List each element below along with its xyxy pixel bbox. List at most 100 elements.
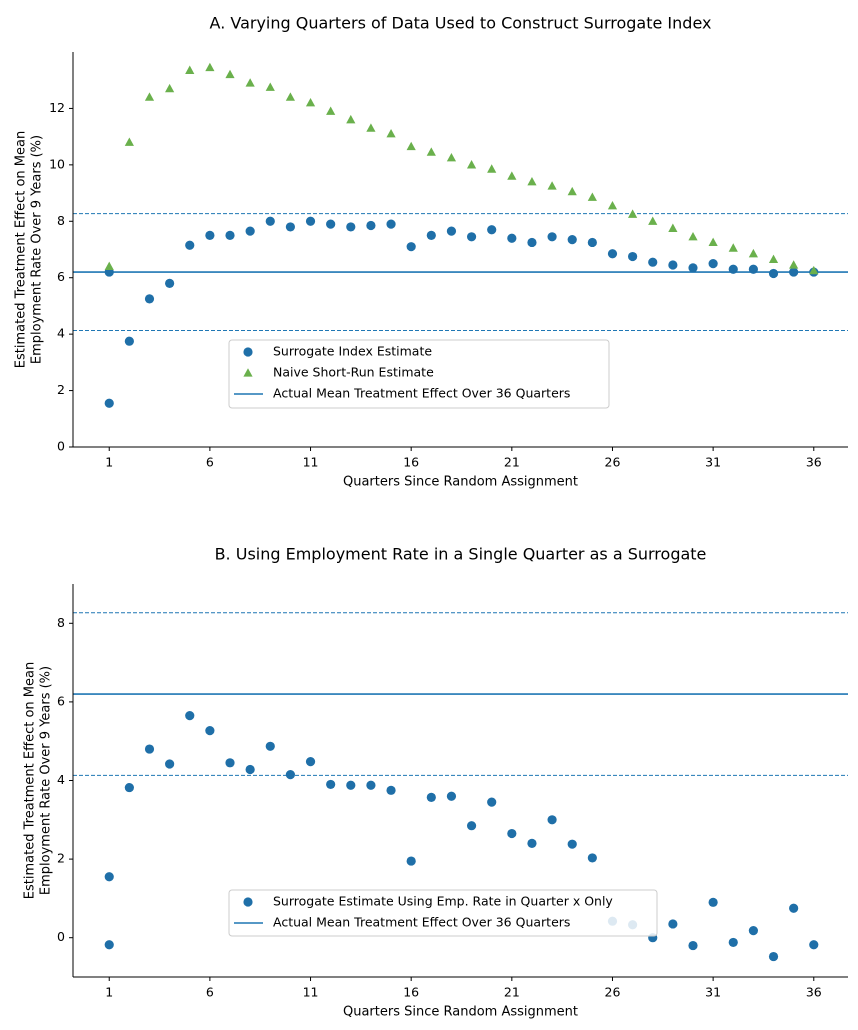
y-axis-label: Employment Rate Over 9 Years (%) [39, 666, 54, 895]
x-tick-label: 1 [105, 985, 113, 1000]
chart-title: A. Varying Quarters of Data Used to Cons… [210, 14, 712, 33]
surrogate-estimate-point [789, 903, 799, 913]
surrogate-estimate-point [205, 230, 215, 240]
naive-estimate-point [346, 114, 356, 124]
naive-estimate-point [768, 254, 779, 263]
surrogate-estimate-point [185, 711, 195, 721]
y-tick-label: 2 [57, 382, 65, 397]
surrogate-estimate-point [768, 268, 779, 279]
surrogate-estimate-point [225, 758, 235, 768]
y-tick-label: 0 [57, 929, 65, 944]
surrogate-estimate-point [205, 725, 215, 736]
surrogate-estimate-point [607, 249, 618, 259]
surrogate-estimate-point [507, 828, 517, 839]
surrogate-estimate-point [386, 219, 396, 229]
naive-estimate-point [406, 141, 416, 151]
surrogate-estimate-point [406, 856, 416, 866]
y-tick-label: 0 [57, 439, 65, 454]
surrogate-estimate-point [225, 230, 235, 240]
y-tick-label: 2 [57, 851, 65, 866]
surrogate-estimate-point [748, 926, 758, 936]
y-tick-label: 8 [57, 213, 65, 228]
surrogate-estimate-point [527, 838, 537, 848]
surrogate-estimate-point [104, 940, 114, 950]
surrogate-estimate-point [124, 782, 134, 793]
legend-label: Naive Short-Run Estimate [273, 365, 434, 380]
surrogate-estimate-point [144, 294, 155, 304]
surrogate-estimate-point [688, 263, 698, 273]
surrogate-estimate-point [285, 770, 296, 780]
naive-estimate-point [104, 261, 114, 271]
naive-estimate-point [809, 265, 819, 275]
surrogate-estimate-point [507, 233, 517, 243]
surrogate-estimate-point [326, 219, 336, 229]
surrogate-estimate-point [768, 951, 779, 962]
surrogate-estimate-point [527, 237, 537, 248]
surrogate-estimate-point [748, 264, 758, 274]
naive-estimate-point [789, 260, 799, 269]
legend-triangle-marker [243, 368, 253, 377]
x-tick-label: 31 [705, 985, 721, 1000]
naive-estimate-point [285, 92, 296, 101]
surrogate-estimate-point [587, 237, 597, 248]
naive-estimate-point [748, 248, 758, 258]
surrogate-estimate-point [165, 278, 175, 288]
x-tick-label: 21 [504, 455, 520, 470]
y-tick-label: 8 [57, 615, 65, 630]
naive-estimate-point [728, 243, 738, 252]
x-tick-label: 6 [206, 455, 214, 470]
surrogate-estimate-point [708, 259, 718, 269]
naive-estimate-point [265, 82, 275, 91]
naive-estimate-point [185, 65, 195, 74]
surrogate-estimate-point [305, 757, 316, 767]
naive-estimate-point [305, 97, 316, 107]
y-tick-label: 6 [57, 693, 65, 708]
naive-estimate-point [245, 78, 255, 87]
surrogate-estimate-point [628, 251, 638, 262]
y-tick-label: 12 [49, 100, 65, 115]
legend-label: Surrogate Estimate Using Emp. Rate in Qu… [273, 894, 613, 909]
surrogate-estimate-point [406, 242, 416, 252]
naive-estimate-point [688, 232, 698, 241]
surrogate-estimate-point [587, 853, 597, 863]
legend-label: Actual Mean Treatment Effect Over 36 Qua… [273, 915, 570, 930]
naive-estimate-point [205, 62, 215, 72]
naive-estimate-point [648, 216, 658, 225]
y-tick-label: 6 [57, 269, 65, 284]
legend-box [228, 339, 610, 409]
surrogate-estimate-point [547, 815, 557, 825]
x-tick-label: 21 [504, 985, 520, 1000]
naive-estimate-point [386, 129, 396, 138]
surrogate-estimate-point [728, 264, 738, 274]
surrogate-estimate-point [728, 937, 738, 948]
y-axis-label: Employment Rate Over 9 Years (%) [30, 135, 45, 364]
surrogate-estimate-point [265, 741, 275, 751]
x-axis-label: Quarters Since Random Assignment [343, 1005, 578, 1020]
legend: Surrogate Estimate Using Emp. Rate in Qu… [228, 889, 658, 937]
surrogate-estimate-point [708, 897, 718, 907]
x-tick-label: 36 [806, 985, 822, 1000]
surrogate-estimate-point [668, 919, 678, 929]
surrogate-estimate-point [265, 216, 275, 226]
surrogate-estimate-point [346, 222, 356, 232]
naive-estimate-point [708, 237, 718, 247]
y-axis-label: Estimated Treatment Effect on Mean [14, 131, 29, 368]
surrogate-estimate-point [809, 940, 819, 950]
surrogate-estimate-point [446, 226, 457, 236]
x-tick-label: 1 [105, 455, 113, 470]
surrogate-estimate-point [386, 785, 396, 795]
legend-label: Actual Mean Treatment Effect Over 36 Qua… [273, 386, 570, 401]
naive-estimate-point [587, 192, 597, 201]
y-tick-label: 4 [57, 772, 65, 787]
surrogate-estimate-point [245, 764, 255, 775]
naive-estimate-point [426, 147, 436, 156]
chart-panel-b: B. Using Employment Rate in a Single Qua… [23, 545, 848, 1020]
surrogate-estimate-point [104, 872, 114, 882]
naive-estimate-point [225, 69, 235, 79]
naive-estimate-point [527, 176, 537, 186]
naive-estimate-point [366, 123, 376, 132]
naive-estimate-point [507, 171, 517, 180]
surrogate-estimate-point [144, 744, 155, 754]
naive-estimate-point [144, 92, 155, 101]
